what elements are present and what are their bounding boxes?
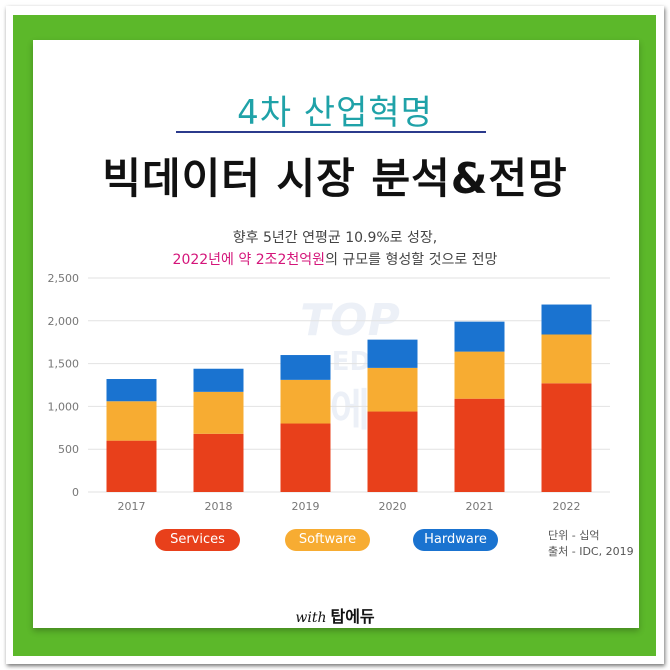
kicker-title: 4차 산업혁명 [237,93,433,133]
bar-hardware-2020 [367,339,418,368]
subtitle-highlight: 2022년에 약 2조2천억원 [172,252,326,268]
bar-services-2021 [454,398,505,492]
page-title: 빅데이터 시장 분석&전망 [102,154,568,203]
subtitle-rest: 의 규모를 형성할 것으로 전망 [325,252,498,268]
bar-hardware-2022 [541,304,592,335]
source-note: 출처 - IDC, 2019 [548,545,634,558]
x-tick-label: 2022 [553,500,581,513]
bar-software-2018 [193,391,244,434]
y-tick-label: 2,000 [48,315,80,328]
y-tick-label: 1,000 [48,400,80,413]
y-tick-label: 500 [58,443,79,456]
footer-brand: with 탑에듀 [0,603,670,627]
x-tick-label: 2019 [292,500,320,513]
legend-software: Software [285,529,370,551]
bar-services-2018 [193,433,244,492]
legend-services: Services [155,529,240,551]
subtitle-line-1: 향후 5년간 연평균 10.9%로 성장, [232,230,438,246]
unit-note: 단위 - 십억 [548,529,600,542]
bar-hardware-2018 [193,368,244,392]
bar-services-2017 [106,440,157,492]
bar-hardware-2019 [280,355,331,380]
legend-hardware: Hardware [413,529,498,551]
x-tick-label: 2018 [205,500,233,513]
bar-services-2022 [541,383,592,492]
chart-notes: 단위 - 십억 출처 - IDC, 2019 [548,528,634,560]
x-tick-label: 2020 [379,500,407,513]
bar-software-2017 [106,401,157,441]
subtitle-line-2: 2022년에 약 2조2천억원의 규모를 형성할 것으로 전망 [0,249,670,269]
y-tick-label: 0 [72,486,79,499]
footer-brand-name: 탑에듀 [330,607,375,626]
bar-software-2019 [280,379,331,424]
title-divider [176,131,486,133]
bar-hardware-2017 [106,379,157,402]
bar-software-2021 [454,351,505,399]
bar-services-2020 [367,411,418,492]
footer-with: with [295,610,327,626]
bar-services-2019 [280,423,331,492]
bar-software-2020 [367,367,418,412]
y-tick-label: 2,500 [48,272,80,285]
bar-hardware-2021 [454,321,505,352]
y-tick-label: 1,500 [48,358,80,371]
x-tick-label: 2017 [118,500,146,513]
x-tick-label: 2021 [466,500,494,513]
bar-software-2022 [541,334,592,384]
